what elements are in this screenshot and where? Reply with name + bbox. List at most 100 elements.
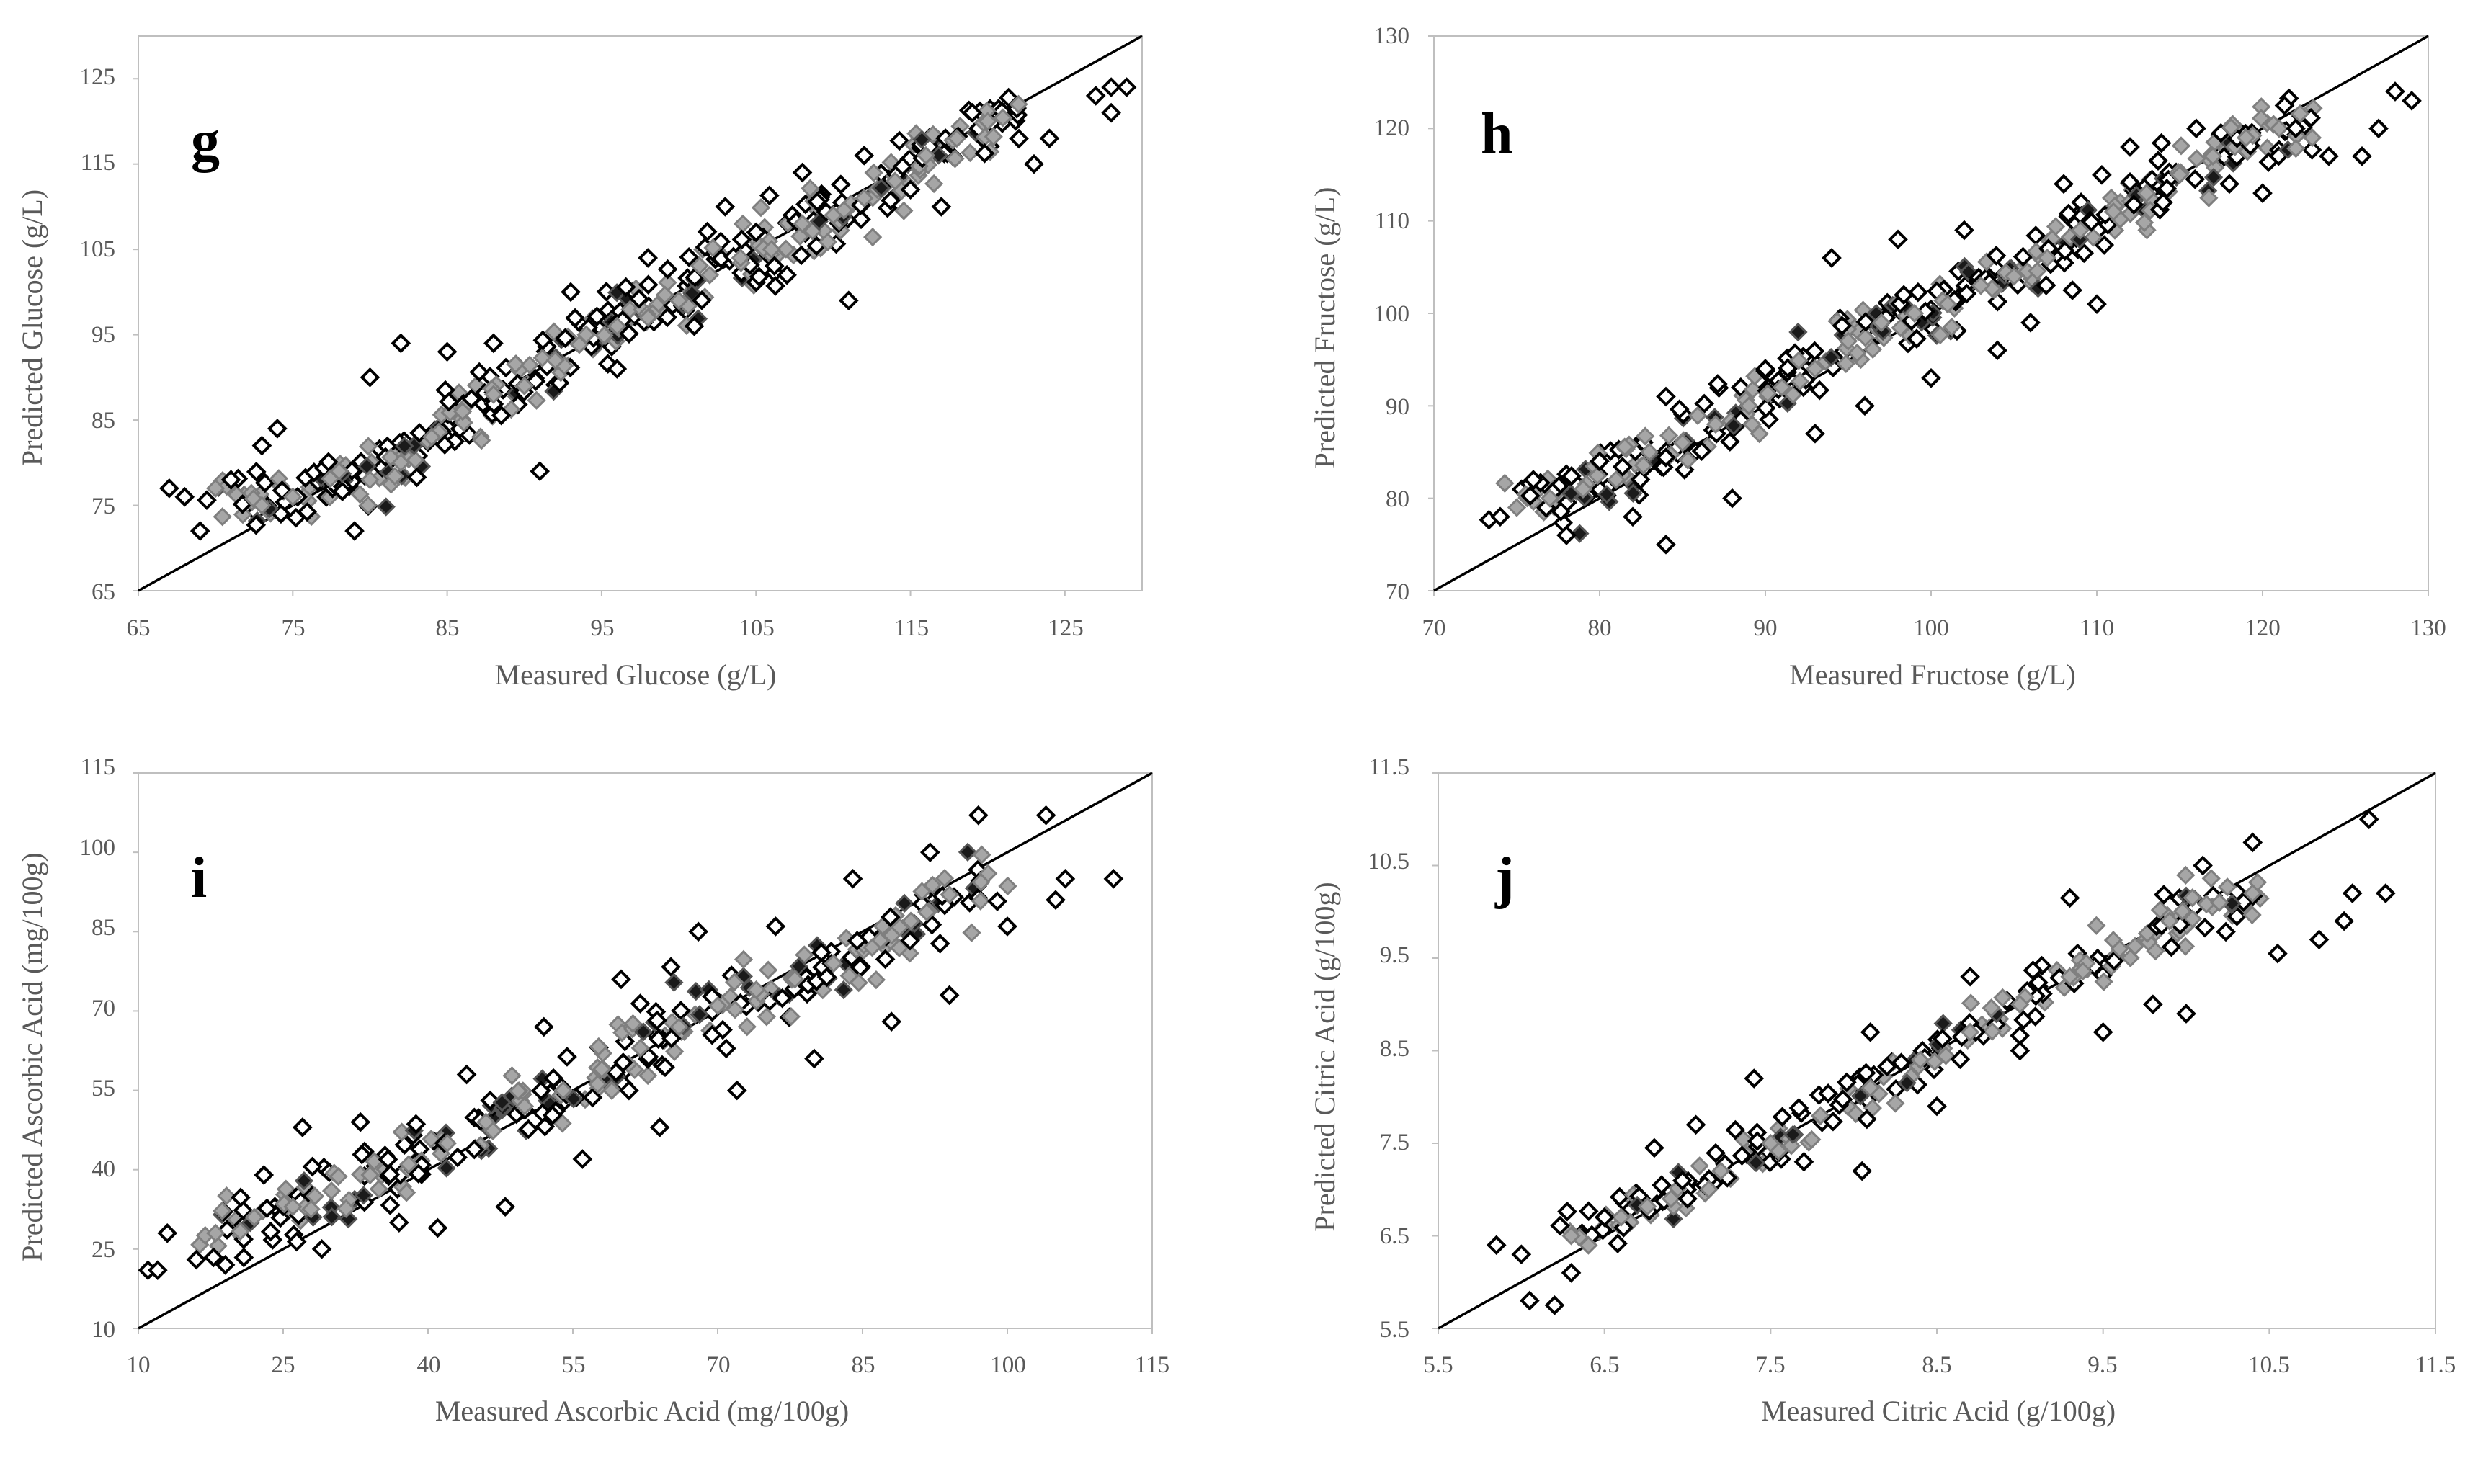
panel-i-data-point <box>816 967 837 988</box>
panel-g-data-point <box>254 473 275 493</box>
panel-i-data-point <box>971 891 990 911</box>
panel-g-data-point <box>924 174 944 194</box>
panel-i-calibration-point <box>399 1155 419 1174</box>
panel-h-data-point <box>2062 280 2082 300</box>
panel-g-data-point <box>620 300 640 319</box>
panel-j-ytick: 8.5 <box>1380 1036 1409 1062</box>
panel-h-data-point <box>1891 318 1910 338</box>
panel-g-calibration-point <box>762 240 781 259</box>
panel-i-validation-point <box>881 1011 902 1032</box>
panel-i-validation-point <box>427 1217 448 1238</box>
panel-j-data-point <box>1672 1171 1693 1191</box>
panel-h-data-point <box>1836 354 1855 373</box>
panel-g-data-point <box>532 348 552 368</box>
panel-j-data-point <box>1818 1083 1838 1104</box>
panel-j-validation-point <box>1544 1295 1565 1315</box>
panel-h-ytick: 100 <box>1374 301 1410 327</box>
panel-h-calibration-point <box>2103 202 2123 221</box>
panel-h-validation-point <box>1954 220 1974 241</box>
panel-g-data-point <box>439 391 459 412</box>
panel-i-validation-point <box>186 1249 207 1270</box>
panel-i-validation-point <box>533 1016 554 1037</box>
panel-h-calibration-point <box>2136 184 2157 203</box>
panel-h-validation-point <box>2186 118 2206 139</box>
panel-g-data-point <box>332 481 353 501</box>
panel-j-data-point <box>2125 937 2145 956</box>
panel-g-validation-point <box>190 521 210 541</box>
panel-h-xtick: 80 <box>1588 615 1612 641</box>
panel-g-data-point <box>350 484 370 504</box>
panel-i-data-point <box>772 988 793 1009</box>
panel-i-data-point <box>302 1156 323 1177</box>
panel-i-ytick: 100 <box>80 835 116 861</box>
panel-g-validation-point <box>530 461 551 481</box>
panel-g-calibration-point <box>793 214 812 233</box>
panel-j-data-point <box>1725 1119 1746 1140</box>
panel-j-calibration-point <box>2110 939 2129 959</box>
panel-j-data-point <box>1783 1125 1803 1145</box>
panel-g-data-point <box>197 490 217 511</box>
panel-j-data-point <box>1664 1209 1683 1229</box>
panel-g-calibration-point <box>855 188 874 208</box>
panel-h-data-point <box>1719 432 1740 452</box>
panel-i-xtick: 100 <box>990 1352 1026 1378</box>
panel-g-validation-point <box>174 486 195 507</box>
panel-g-calibration-point <box>607 316 627 336</box>
panel-i-data-point <box>563 1089 584 1109</box>
panel-j-data-point <box>1925 1052 1945 1071</box>
panel-j-validation-point <box>2143 994 2163 1015</box>
panel-j-validation-point <box>2334 911 2354 931</box>
panel-i-data-point <box>759 960 778 980</box>
panel-g-validation-point <box>900 179 921 200</box>
panel-i-calibration-point <box>283 1197 303 1217</box>
panel-h-calibration-point <box>1540 488 1560 508</box>
panel-h-ylabel: Predicted Fructose (g/L) <box>1309 187 1341 469</box>
panel-h-data-point <box>1907 328 1927 349</box>
panel-h-calibration-point <box>2302 128 2322 148</box>
panel-j-calibration-point <box>1860 1078 1880 1098</box>
panel-j-data-point <box>1579 1235 1598 1255</box>
panel-h-data-point <box>1630 469 1651 490</box>
panel-i-calibration-point <box>901 911 921 931</box>
panel-i-data-point <box>352 1144 373 1165</box>
panel-i-data-point <box>231 1187 251 1208</box>
panel-i: Predicted Ascorbic Acid (mg/100g) Measur… <box>16 754 1169 1427</box>
panel-h-calibration-point <box>1573 479 1593 499</box>
panel-i-data-point <box>716 1038 736 1059</box>
panel-j-calibration-point <box>1761 1133 1780 1153</box>
panel-j-calibration-point <box>2060 967 2080 986</box>
panel-j-validation-point <box>1486 1235 1507 1256</box>
panel-h-data-point <box>1822 348 1841 367</box>
panel-i-data-point <box>408 1163 429 1184</box>
panel-i-validation-point <box>254 1165 275 1185</box>
panel-h-data-point <box>2274 95 2295 116</box>
panel-j-ytick: 5.5 <box>1380 1317 1409 1343</box>
panel-j-data-point <box>1781 1136 1801 1156</box>
panel-g-data-point <box>871 178 891 198</box>
panel-j-calibration-point <box>1611 1207 1631 1227</box>
panel-g-data-point <box>657 307 677 328</box>
panel-i-data-point <box>724 973 744 992</box>
panel-h-data-point <box>2092 164 2112 185</box>
panel-j-data-point <box>1823 1111 1843 1132</box>
panel-h-data-point <box>1848 343 1867 363</box>
panel-j-validation-point <box>1644 1137 1664 1158</box>
panel-i-data-point <box>213 1201 232 1220</box>
panel-i-data-point <box>972 845 991 864</box>
panel-i-data-point <box>553 1114 572 1133</box>
panel-g-validation-point <box>931 197 952 217</box>
panel-g-validation-point <box>251 435 272 456</box>
panel-h-calibration-point <box>2037 248 2057 268</box>
panel-h-data-point <box>1587 466 1608 486</box>
panel-h-data-point <box>1678 450 1698 470</box>
panel-i-data-point <box>369 1179 388 1199</box>
panel-h-data-point <box>1942 317 1961 337</box>
panel-h-data-point <box>1597 485 1616 504</box>
panel-g-xtick: 115 <box>894 615 929 641</box>
panel-j-data-point <box>1836 1072 1857 1093</box>
panel-g-calibration-point <box>483 385 504 404</box>
panel-g-xtick: 85 <box>436 615 460 641</box>
panel-h-data-point <box>1724 416 1744 436</box>
panel-i-validation-point <box>388 1212 409 1233</box>
